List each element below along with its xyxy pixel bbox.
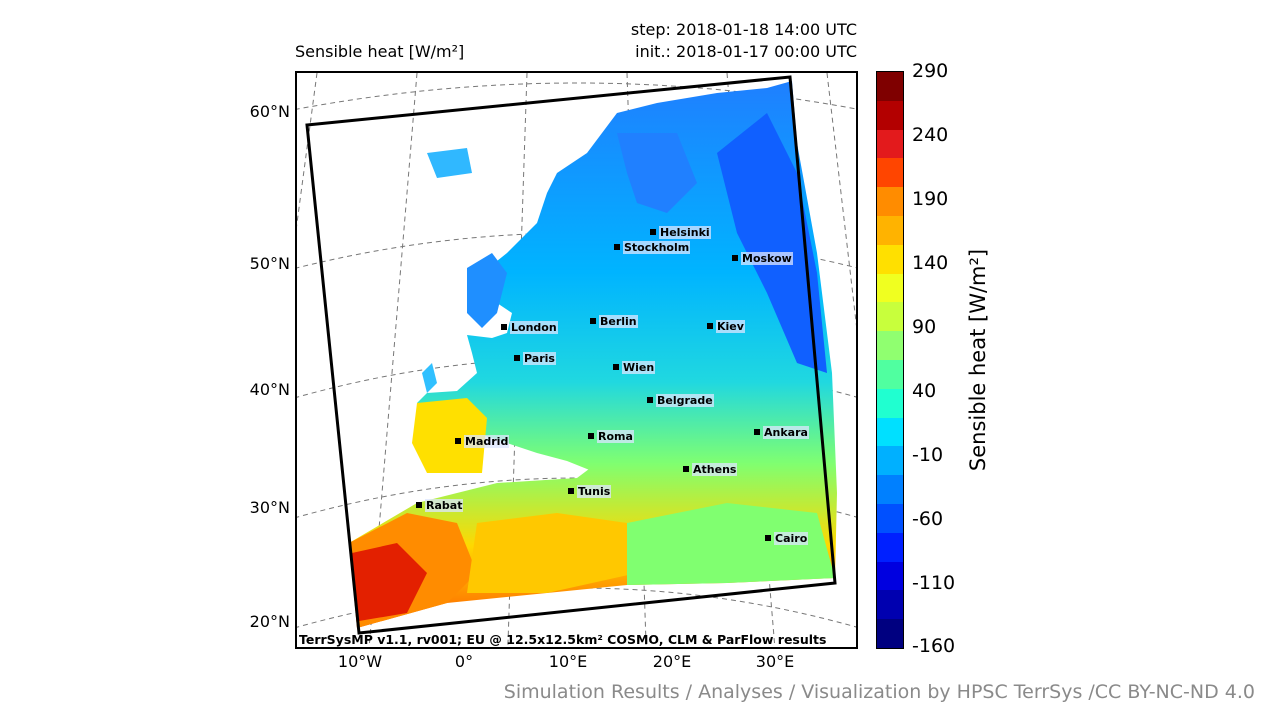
city-label: Stockholm — [623, 240, 691, 254]
lon-label-30e: 30°E — [755, 652, 795, 671]
colorbar-tick: -10 — [912, 444, 944, 466]
colorbar-tick: 90 — [912, 316, 937, 338]
city-marker: Belgrade — [647, 393, 714, 407]
city-marker: Paris — [514, 351, 556, 365]
city-marker: Cairo — [765, 531, 809, 545]
map-panel: TerrSysMP v1.1, rv001; EU @ 12.5x12.5km²… — [295, 71, 858, 649]
colorbar-segment — [877, 388, 903, 418]
colorbar-label: Sensible heat [W/m²] — [966, 248, 990, 472]
city-label: Helsinki — [659, 225, 711, 239]
colorbar-segment — [877, 331, 903, 360]
colorbar-segment — [877, 503, 903, 533]
colorbar-segment — [877, 273, 903, 303]
colorbar-segment — [877, 158, 903, 188]
colorbar-segment — [877, 590, 903, 620]
colorbar-segment — [877, 417, 903, 447]
city-marker: Berlin — [590, 314, 638, 328]
colorbar-tick: 40 — [912, 380, 937, 402]
lat-label-30n: 30°N — [249, 498, 290, 517]
city-marker: Kiev — [707, 319, 745, 333]
city-label: Athens — [692, 462, 738, 476]
city-marker: Wien — [613, 360, 656, 374]
city-marker: Tunis — [568, 484, 612, 498]
colorbar — [876, 71, 904, 649]
colorbar-tick: 290 — [912, 60, 949, 82]
colorbar-tick: 240 — [912, 124, 949, 146]
city-marker: Roma — [588, 429, 634, 443]
city-marker: Madrid — [455, 434, 510, 448]
colorbar-segment — [877, 72, 903, 101]
city-marker: Helsinki — [650, 225, 711, 239]
city-marker: Rabat — [416, 498, 464, 512]
colorbar-segment — [877, 532, 903, 562]
colorbar-tick: -60 — [912, 508, 944, 530]
lon-label-20e: 20°E — [652, 652, 692, 671]
domain-boundary — [305, 75, 837, 635]
colorbar-segment — [877, 475, 903, 504]
colorbar-tick: -110 — [912, 572, 956, 594]
city-label: Rabat — [425, 498, 464, 512]
city-marker: Ankara — [754, 425, 809, 439]
colorbar-segment — [877, 446, 903, 476]
lon-label-10w: 10°W — [337, 652, 383, 671]
colorbar-segment — [877, 129, 903, 159]
colorbar-segment — [877, 215, 903, 245]
colorbar-segment — [877, 359, 903, 389]
city-marker: London — [501, 320, 558, 334]
colorbar-segment — [877, 244, 903, 274]
city-marker: Moskow — [732, 251, 793, 265]
city-label: Wien — [622, 360, 656, 374]
lon-label-0: 0° — [454, 652, 474, 671]
city-label: Roma — [597, 429, 634, 443]
city-label: Tunis — [577, 484, 612, 498]
city-marker: Stockholm — [614, 240, 691, 254]
lat-label-40n: 40°N — [249, 380, 290, 399]
lat-label-50n: 50°N — [249, 254, 290, 273]
model-info-label: TerrSysMP v1.1, rv001; EU @ 12.5x12.5km²… — [299, 632, 827, 647]
map-title: Sensible heat [W/m²] — [295, 42, 465, 61]
lon-label-10e: 10°E — [548, 652, 588, 671]
colorbar-segment — [877, 561, 903, 591]
city-label: Belgrade — [656, 393, 714, 407]
map-canvas — [297, 73, 856, 647]
colorbar-segment — [877, 100, 903, 130]
city-marker: Athens — [683, 462, 738, 476]
init-time-label: init.: 2018-01-17 00:00 UTC — [635, 42, 857, 61]
colorbar-segment — [877, 187, 903, 216]
city-label: Moskow — [741, 251, 793, 265]
city-label: Madrid — [464, 434, 510, 448]
sensible-heat-field — [349, 81, 837, 628]
colorbar-tick: -160 — [912, 635, 956, 657]
city-label: Paris — [523, 351, 556, 365]
city-label: London — [510, 320, 558, 334]
step-time-label: step: 2018-01-18 14:00 UTC — [630, 20, 857, 39]
lat-label-60n: 60°N — [249, 102, 290, 121]
lat-label-20n: 20°N — [249, 612, 290, 631]
colorbar-tick: 140 — [912, 252, 949, 274]
city-label: Berlin — [599, 314, 638, 328]
colorbar-tick: 190 — [912, 188, 949, 210]
colorbar-segment — [877, 619, 903, 648]
city-label: Kiev — [716, 319, 745, 333]
city-label: Ankara — [763, 425, 809, 439]
city-label: Cairo — [774, 531, 809, 545]
credit-text: Simulation Results / Analyses / Visualiz… — [503, 681, 1255, 703]
colorbar-segment — [877, 302, 903, 332]
